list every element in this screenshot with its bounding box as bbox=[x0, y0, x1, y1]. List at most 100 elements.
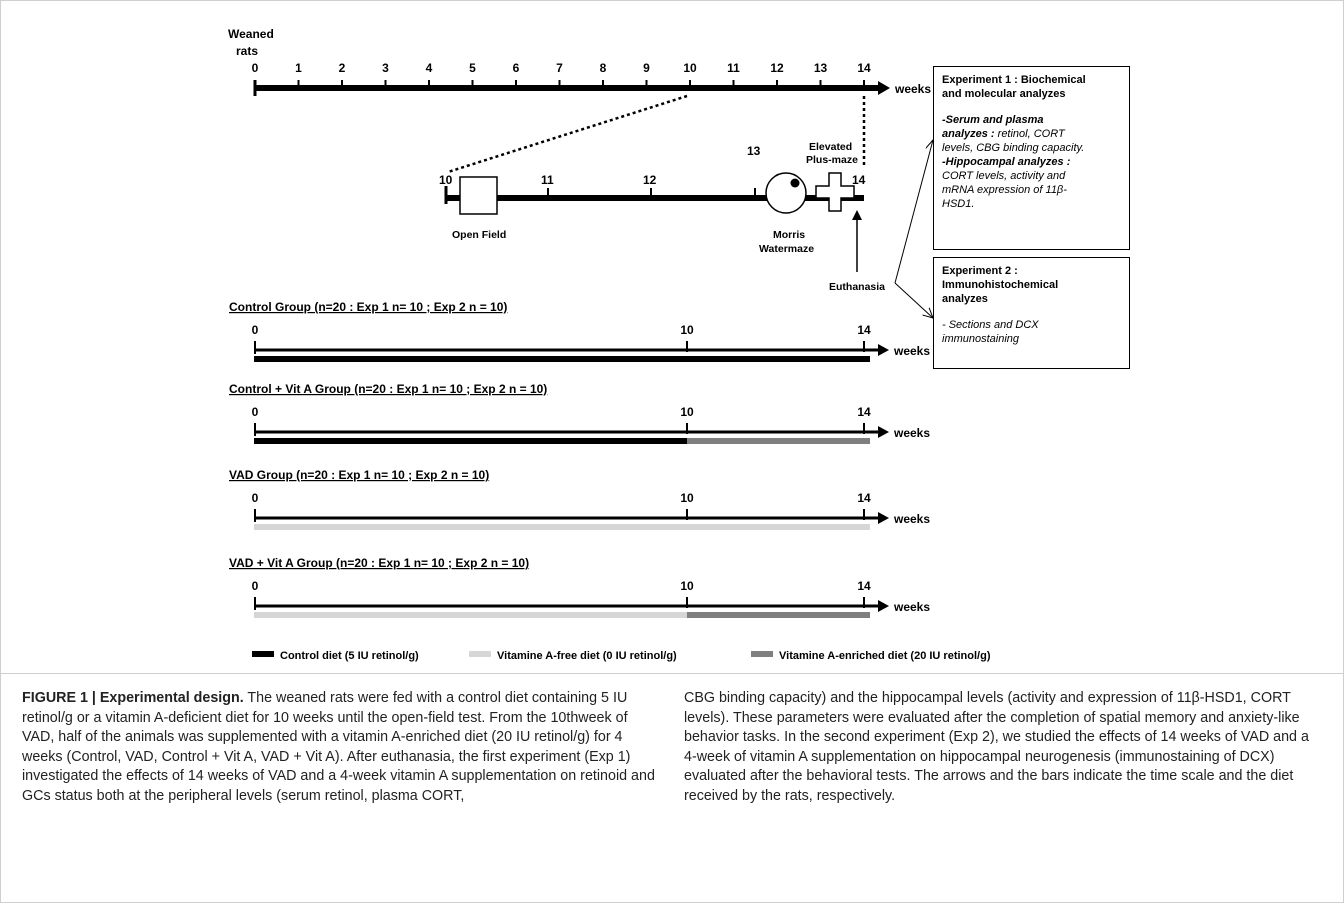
zoom-tick-label-11: 11 bbox=[541, 173, 554, 187]
diet-bar-weeks-10-14 bbox=[687, 524, 870, 530]
hippocampal-text-line2: mRNA expression of 11β- bbox=[942, 184, 1067, 196]
group-title: Control + Vit A Group (n=20 : Exp 1 n= 1… bbox=[229, 382, 547, 396]
top-tick-label-6: 6 bbox=[513, 61, 520, 75]
top-timeline-unit: weeks bbox=[894, 82, 931, 96]
elevated-label: Elevated bbox=[809, 141, 852, 153]
morris-platform-dot-icon bbox=[790, 178, 800, 188]
experiment2-title-line3: analyzes bbox=[942, 293, 988, 305]
top-tick-label-5: 5 bbox=[469, 61, 476, 75]
morris-label: Morris bbox=[773, 229, 805, 241]
group-1: Control Group (n=20 : Exp 1 n= 10 ; Exp … bbox=[229, 300, 930, 362]
experiment2-title-line1: Experiment 2 : bbox=[942, 265, 1018, 277]
serum-text-line3: levels, CBG binding capacity. bbox=[942, 142, 1085, 154]
legend-label-3: Vitamine A-enriched diet (20 IU retinol/… bbox=[779, 650, 991, 662]
group-tick-label-14: 14 bbox=[857, 323, 871, 337]
experiment2-text-line2: immunostaining bbox=[942, 333, 1020, 345]
group-2: Control + Vit A Group (n=20 : Exp 1 n= 1… bbox=[229, 382, 930, 444]
group-tick-label-10: 10 bbox=[680, 491, 694, 505]
figure-label: FIGURE 1 | Experimental design. bbox=[22, 690, 244, 706]
zoom-tick-label-14: 14 bbox=[852, 173, 866, 187]
top-tick-label-0: 0 bbox=[252, 61, 259, 75]
diet-bar-weeks-10-14 bbox=[687, 356, 870, 362]
legend-label-2: Vitamine A-free diet (0 IU retinol/g) bbox=[497, 650, 677, 662]
group-3: VAD Group (n=20 : Exp 1 n= 10 ; Exp 2 n … bbox=[229, 468, 930, 530]
group-tick-label-10: 10 bbox=[680, 323, 694, 337]
caption-column-right: CBG binding capacity) and the hippocampa… bbox=[684, 689, 1322, 806]
experiment2-box: Experiment 2 : Immunohistochemical analy… bbox=[933, 257, 1130, 369]
top-timeline-ticks: 0 1 2 3 4 5 6 7 8 9 10 11 12 13 14 bbox=[252, 61, 871, 96]
group-tick-label-0: 0 bbox=[252, 405, 259, 419]
weaned-label: Weaned bbox=[228, 27, 274, 41]
group-tick-label-0: 0 bbox=[252, 491, 259, 505]
hippocampal-text-line3: HSD1. bbox=[942, 198, 975, 210]
caption-divider bbox=[0, 673, 1344, 674]
group-timeline-arrowhead bbox=[878, 344, 889, 356]
experiment1-box: Experiment 1 : Biochemical and molecular… bbox=[933, 66, 1130, 250]
zoom-tick-label-13: 13 bbox=[747, 144, 761, 158]
group-timeline-arrowhead bbox=[878, 512, 889, 524]
top-timeline-arrowhead bbox=[878, 81, 890, 95]
open-field-label: Open Field bbox=[452, 229, 506, 241]
arrow-to-experiment2 bbox=[894, 282, 933, 318]
group-4: VAD + Vit A Group (n=20 : Exp 1 n= 10 ; … bbox=[229, 556, 930, 618]
legend-label-1: Control diet (5 IU retinol/g) bbox=[280, 650, 419, 662]
group-tick-label-10: 10 bbox=[680, 405, 694, 419]
group-timeline-arrowhead bbox=[878, 600, 889, 612]
top-tick-label-2: 2 bbox=[339, 61, 346, 75]
group-title: VAD + Vit A Group (n=20 : Exp 1 n= 10 ; … bbox=[229, 556, 529, 570]
elevated-plus-maze-cross-icon bbox=[815, 172, 855, 212]
open-field-square-icon bbox=[459, 176, 498, 215]
caption-column-left: FIGURE 1 | Experimental design. The wean… bbox=[22, 689, 660, 806]
top-tick-label-13: 13 bbox=[814, 61, 828, 75]
diet-legend: Control diet (5 IU retinol/g) Vitamine A-… bbox=[252, 650, 991, 662]
top-tick-label-9: 9 bbox=[643, 61, 650, 75]
figure-caption: FIGURE 1 | Experimental design. The wean… bbox=[22, 689, 1322, 806]
diet-bar-weeks-0-10 bbox=[254, 524, 687, 530]
rats-label: rats bbox=[236, 44, 258, 58]
diet-bar-weeks-10-14 bbox=[687, 438, 870, 444]
zoom-tick-label-12: 12 bbox=[643, 173, 657, 187]
group-timeline-unit: weeks bbox=[893, 600, 930, 614]
group-timeline-unit: weeks bbox=[893, 344, 930, 358]
group-timeline-unit: weeks bbox=[893, 426, 930, 440]
experimental-design-diagram: Weaned rats 0 1 2 3 4 5 6 7 8 9 10 11 12 13 14 weeks 1… bbox=[228, 27, 991, 662]
hippocampal-heading: -Hippocampal analyzes : bbox=[942, 156, 1071, 168]
groups-layer: Control Group (n=20 : Exp 1 n= 10 ; Exp … bbox=[229, 300, 930, 618]
experiment2-text-line1: - Sections and DCX bbox=[942, 319, 1039, 331]
group-tick-label-0: 0 bbox=[252, 579, 259, 593]
diet-bar-weeks-0-10 bbox=[254, 438, 687, 444]
group-tick-label-14: 14 bbox=[857, 579, 871, 593]
caption-text-right: CBG binding capacity) and the hippocampa… bbox=[684, 690, 1309, 804]
caption-text-left: The weaned rats were fed with a control … bbox=[22, 690, 655, 804]
hippocampal-text-line1: CORT levels, activity and bbox=[942, 170, 1066, 182]
serum-text-line2: retinol, CORT bbox=[994, 128, 1065, 140]
top-tick-label-11: 11 bbox=[727, 61, 740, 75]
top-tick-label-10: 10 bbox=[683, 61, 697, 75]
serum-heading-line2: analyzes : bbox=[942, 128, 995, 140]
diet-bar-weeks-0-10 bbox=[254, 612, 687, 618]
top-tick-label-1: 1 bbox=[295, 61, 302, 75]
group-timeline-unit: weeks bbox=[893, 512, 930, 526]
top-tick-label-12: 12 bbox=[770, 61, 784, 75]
top-tick-label-7: 7 bbox=[556, 61, 563, 75]
legend-swatch-1 bbox=[252, 651, 274, 657]
watermaze-label: Watermaze bbox=[759, 243, 814, 255]
group-title: Control Group (n=20 : Exp 1 n= 10 ; Exp … bbox=[229, 300, 507, 314]
group-tick-label-0: 0 bbox=[252, 323, 259, 337]
top-tick-label-14: 14 bbox=[857, 61, 871, 75]
experiment1-title-line1: Experiment 1 : Biochemical bbox=[942, 74, 1086, 86]
serum-heading-line1: -Serum and plasma bbox=[942, 114, 1044, 126]
plus-maze-label: Plus-maze bbox=[806, 154, 858, 166]
arrow-to-experiment1 bbox=[894, 140, 933, 284]
top-tick-label-3: 3 bbox=[382, 61, 389, 75]
experiment2-title-line2: Immunohistochemical bbox=[942, 279, 1059, 291]
zoom-tick-label-10: 10 bbox=[439, 173, 453, 187]
group-timeline-arrowhead bbox=[878, 426, 889, 438]
group-title: VAD Group (n=20 : Exp 1 n= 10 ; Exp 2 n … bbox=[229, 468, 489, 482]
legend-swatch-2 bbox=[469, 651, 491, 657]
morris-watermaze-pool-icon bbox=[765, 172, 807, 214]
diet-bar-weeks-0-10 bbox=[254, 356, 687, 362]
top-tick-label-8: 8 bbox=[600, 61, 607, 75]
group-tick-label-14: 14 bbox=[857, 491, 871, 505]
top-tick-label-4: 4 bbox=[426, 61, 433, 75]
